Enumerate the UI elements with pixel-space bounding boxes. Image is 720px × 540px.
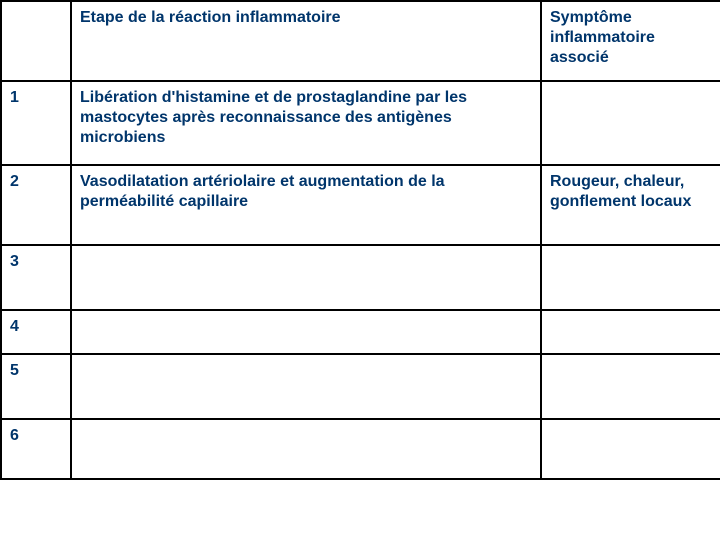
- table-row: 4: [1, 310, 720, 354]
- cell-num: 4: [1, 310, 71, 354]
- cell-num: 3: [1, 245, 71, 310]
- cell-etape: [71, 419, 541, 479]
- table-row: 5: [1, 354, 720, 419]
- header-etape: Etape de la réaction inflammatoire: [71, 1, 541, 81]
- table-row: 2 Vasodilatation artériolaire et augment…: [1, 165, 720, 245]
- cell-symptome: [541, 310, 720, 354]
- cell-etape: [71, 354, 541, 419]
- cell-symptome: [541, 245, 720, 310]
- table-row: 6: [1, 419, 720, 479]
- table-row: 1 Libération d'histamine et de prostagla…: [1, 81, 720, 165]
- cell-symptome: Rougeur, chaleur, gonflement locaux: [541, 165, 720, 245]
- table-row: 3: [1, 245, 720, 310]
- cell-symptome: [541, 419, 720, 479]
- inflammation-table: Etape de la réaction inflammatoire Sympt…: [0, 0, 720, 480]
- cell-num: 6: [1, 419, 71, 479]
- cell-symptome: [541, 354, 720, 419]
- cell-etape: [71, 245, 541, 310]
- table-header-row: Etape de la réaction inflammatoire Sympt…: [1, 1, 720, 81]
- cell-num: 2: [1, 165, 71, 245]
- cell-num: 1: [1, 81, 71, 165]
- cell-etape: Libération d'histamine et de prostagland…: [71, 81, 541, 165]
- cell-symptome: [541, 81, 720, 165]
- cell-etape: [71, 310, 541, 354]
- cell-num: 5: [1, 354, 71, 419]
- header-symptome: Symptôme inflammatoire associé: [541, 1, 720, 81]
- cell-etape: Vasodilatation artériolaire et augmentat…: [71, 165, 541, 245]
- header-empty: [1, 1, 71, 81]
